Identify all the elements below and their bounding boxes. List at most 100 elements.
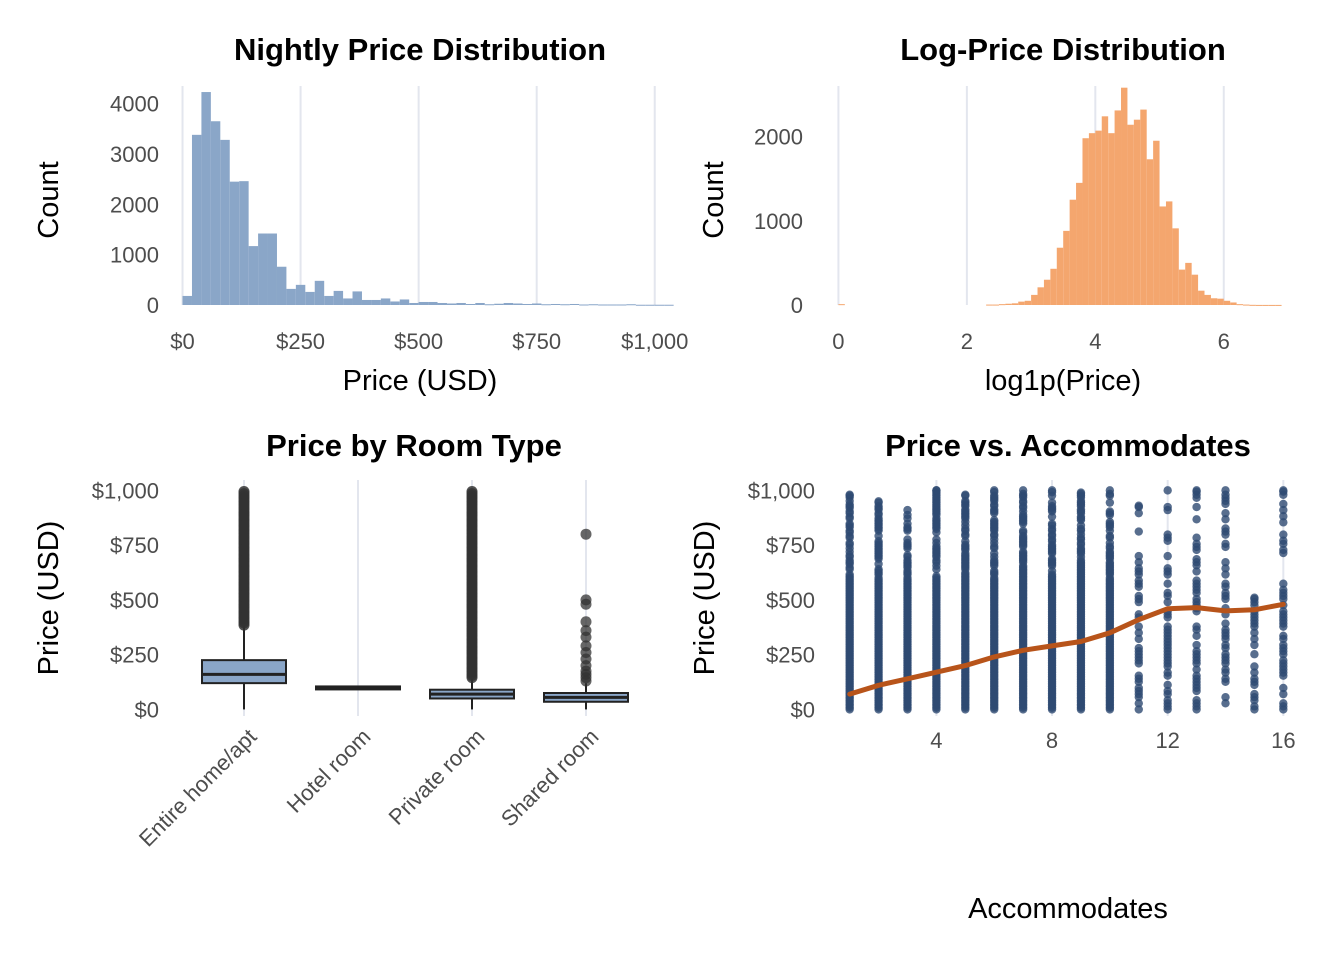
panel-accommodates-scatter: 4 8 12 16 $0 $250 $500 $750 $1,000 Price vs. Ac… (689, 428, 1296, 925)
log-hist-bar (1236, 304, 1244, 306)
room-box-y-tick: $250 (110, 643, 159, 668)
price-hist-bar (513, 303, 523, 305)
price-hist-bar (560, 304, 570, 306)
scatter-point (1192, 567, 1201, 576)
box-outlier (580, 594, 592, 606)
scatter-point (1192, 594, 1201, 604)
log-hist-bar (1088, 133, 1096, 305)
scatter-point (1105, 498, 1115, 507)
room-box-y-tick: $1,000 (92, 478, 159, 503)
price-hist-bar (616, 304, 627, 306)
price-hist-bar (191, 134, 202, 305)
price-hist-bar (654, 304, 665, 306)
log-hist-bar (1011, 303, 1019, 305)
price-hist-bar (607, 304, 617, 306)
price-hist-bar (276, 266, 287, 305)
price-hist-bar (210, 121, 221, 305)
log-hist-bar (1178, 269, 1186, 305)
price-hist-bar (579, 304, 589, 306)
log-hist-bar (1262, 304, 1269, 306)
log-hist-bar (1043, 279, 1051, 305)
scatter-point (1279, 545, 1288, 555)
scatter-point (1134, 527, 1143, 536)
price-hist-bar (522, 303, 532, 305)
price-hist-bar (399, 299, 410, 305)
scatter-point (845, 490, 854, 499)
scatter-point (1163, 564, 1172, 573)
log-hist-bar (1082, 138, 1089, 305)
scatter-x-label: Accommodates (968, 893, 1168, 925)
log-hist-bar (1255, 304, 1263, 306)
log-hist-bar (1031, 294, 1038, 305)
scatter-point (1105, 486, 1115, 495)
price-hist-bar (635, 304, 646, 306)
scatter-point (874, 497, 883, 506)
scatter-point (1279, 530, 1288, 539)
log-hist-bar (1127, 124, 1134, 305)
scatter-point (1250, 593, 1259, 602)
price-hist-x-label: Price (USD) (343, 365, 498, 397)
price-hist-bar (550, 303, 561, 305)
scatter-point (1279, 486, 1288, 495)
log-hist-bar (1210, 298, 1218, 305)
price-hist-bar (494, 303, 504, 305)
log-hist-bar (1056, 247, 1064, 305)
price-hist-bar (484, 304, 495, 306)
log-hist-bar (1243, 304, 1250, 306)
scatter-point (1279, 656, 1288, 665)
price-hist-x-tick: $0 (170, 329, 194, 354)
price-hist-x-tick: $1,000 (621, 329, 688, 354)
scatter-point (1279, 689, 1288, 699)
scatter-point (1221, 515, 1230, 524)
scatter-point (1221, 508, 1230, 518)
scatter-point (1250, 662, 1259, 671)
log-hist-bar (1230, 302, 1237, 305)
scatter-trend-line (847, 601, 1286, 697)
log-hist-bar (1153, 140, 1160, 305)
scatter-point (1163, 686, 1172, 696)
scatter-point (1163, 530, 1172, 539)
scatter-point (1221, 674, 1230, 683)
log-hist-bar (1217, 298, 1224, 305)
log-hist-x-ticks: 0 2 4 6 (832, 329, 1230, 354)
scatter-point (1250, 650, 1259, 659)
price-hist-bar (456, 302, 466, 305)
price-hist-bar (531, 303, 542, 305)
scatter-point (1192, 640, 1201, 650)
price-hist-bar (239, 181, 249, 305)
box-outlier (466, 485, 478, 497)
log-hist-y-tick: 1000 (754, 209, 803, 234)
price-hist-x-tick: $500 (394, 329, 443, 354)
scatter-point (1163, 597, 1172, 607)
scatter-point (1192, 646, 1201, 656)
price-hist-bar (286, 288, 296, 305)
log-hist-bar (1223, 300, 1231, 305)
scatter-point (1279, 512, 1288, 521)
scatter-point (1221, 650, 1230, 659)
log-hist-bar (1018, 301, 1025, 305)
price-hist-bar (409, 302, 419, 305)
scatter-x-ticks: 4 8 12 16 (930, 728, 1295, 753)
log-hist-bar (1268, 304, 1276, 306)
scatter-point (1279, 699, 1288, 708)
scatter-y-tick: $750 (766, 533, 815, 558)
scatter-point (1250, 702, 1259, 711)
scatter-point (1134, 576, 1143, 585)
log-hist-bar (1204, 294, 1211, 305)
log-hist-bar (992, 304, 999, 306)
scatter-point (1250, 628, 1259, 637)
scatter-point (1192, 486, 1201, 495)
log-hist-bar (998, 304, 1006, 306)
scatter-point (1192, 576, 1201, 585)
scatter-point (1250, 640, 1259, 650)
room-box-y-ticks: $0 $250 $500 $750 $1,000 (92, 478, 159, 722)
scatter-point (1105, 507, 1115, 516)
scatter-point (1192, 696, 1201, 705)
price-hist-bar (541, 304, 551, 306)
room-box-marks (201, 485, 629, 710)
scatter-point (1250, 689, 1259, 699)
log-hist-bar (1140, 109, 1147, 305)
scatter-point (1192, 502, 1201, 512)
log-hist-x-tick: 4 (1089, 329, 1101, 354)
scatter-point (1134, 699, 1143, 708)
